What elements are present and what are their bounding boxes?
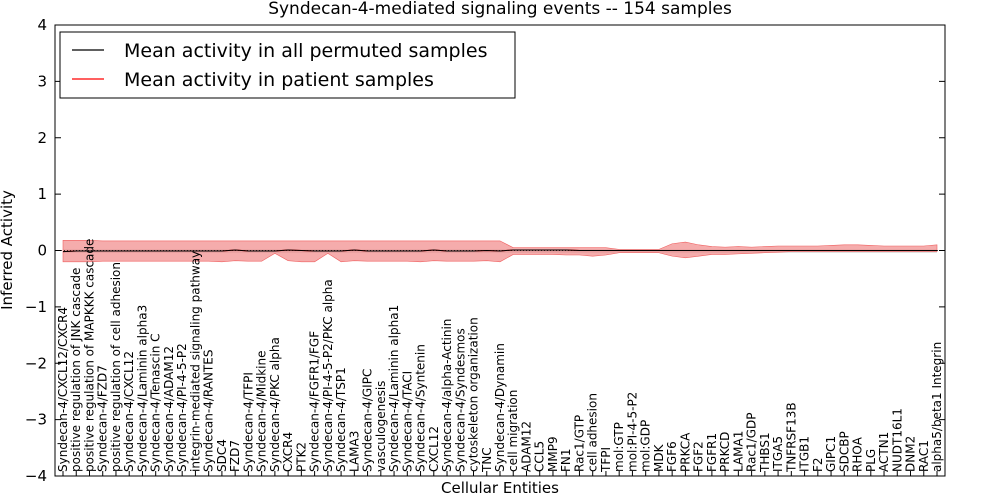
- x-tick-label: Syndecan-4/PKC alpha: [268, 337, 282, 472]
- x-tick-label: NUDT16L1: [890, 408, 904, 472]
- x-axis: Syndecan-4/CXCL12/CXCR4 positive regulati…: [56, 239, 944, 476]
- x-tick-label: vasculogenesis: [374, 381, 388, 472]
- x-tick-label: RAC1: [917, 440, 931, 472]
- y-tick-label: 4: [37, 16, 47, 34]
- x-tick-label: Syndecan-4/Midkine: [255, 351, 269, 472]
- x-tick-label: LAMA3: [347, 431, 361, 472]
- y-tick-label: −3: [25, 411, 47, 429]
- x-tick-label: Syndecan-4/Tenascin C: [149, 333, 163, 472]
- legend: Mean activity in all permuted samples Me…: [59, 31, 516, 99]
- x-tick-label: ITGB1: [798, 436, 812, 472]
- x-tick-label: MMP9: [546, 436, 560, 472]
- x-tick-label: PRKCA: [678, 432, 692, 472]
- x-tick-label: Syndecan-4/PI-4-5-P2: [175, 343, 189, 472]
- x-tick-label: Syndecan-4/Dynamin: [493, 343, 507, 472]
- x-tick-label: mol:GTP: [612, 422, 626, 472]
- x-tick-label: Syndecan-4/RANTES: [202, 350, 216, 472]
- x-tick-label: ITGA5: [771, 436, 785, 472]
- y-tick-label: −1: [25, 298, 47, 316]
- x-tick-label: Syndecan-4/Laminin alpha3: [135, 305, 149, 472]
- x-tick-label: CCL5: [533, 441, 547, 472]
- x-tick-label: FGF6: [665, 441, 679, 472]
- x-tick-label: DNM2: [904, 436, 918, 472]
- x-tick-label: cytoskeleton organization: [467, 317, 481, 472]
- y-tick-label: 0: [37, 242, 47, 260]
- x-tick-label: Syndecan-4/PI-4-5-P2/PKC alpha: [321, 279, 335, 472]
- y-axis: 4 3 2 1 0 −1 −2 −3 −4: [25, 16, 945, 485]
- x-tick-label: SDCBP: [837, 431, 851, 472]
- x-tick-label: PLG: [864, 449, 878, 472]
- x-tick-label: cell adhesion: [586, 393, 600, 472]
- x-tick-label: cell migration: [506, 390, 520, 472]
- x-tick-label: Syndecan-4/TFPI: [241, 372, 255, 472]
- x-tick-label: ADAM12: [519, 421, 533, 472]
- x-tick-label: Rac1/GTP: [572, 415, 586, 472]
- x-tick-label: FGFR1: [705, 433, 719, 472]
- x-tick-label: PRKCD: [718, 432, 732, 472]
- x-tick-label: Syndecan-4/CXCL12: [122, 351, 136, 472]
- x-tick-label: FGF2: [692, 441, 706, 472]
- legend-frame: [59, 31, 516, 99]
- x-tick-label: positive regulation of JNK cascade: [69, 268, 83, 472]
- x-tick-label: Syndecan-4/FGFR1/FGF: [308, 331, 322, 472]
- plot-area: [55, 240, 945, 263]
- x-tick-label: TFPI: [599, 447, 613, 473]
- y-tick-label: 3: [37, 72, 47, 90]
- x-tick-label: TNFRSF13B: [784, 402, 798, 473]
- x-tick-label: Syndecan-4/TSP1: [334, 367, 348, 472]
- x-tick-label: ACTN1: [877, 432, 891, 472]
- x-tick-label: FN1: [559, 448, 573, 472]
- x-tick-label: Syndecan-4/ADAM12: [162, 346, 176, 472]
- x-tick-label: Syndecan-4/CXCL12/CXCR4: [56, 307, 70, 472]
- y-tick-label: 1: [37, 185, 47, 203]
- x-tick-label: mol:PI-4-5-P2: [625, 392, 639, 472]
- x-tick-label: Syndecan-4/TACI: [400, 371, 414, 472]
- x-tick-label: TNC: [480, 447, 494, 473]
- chart-title: Syndecan-4-mediated signaling events -- …: [268, 0, 732, 19]
- x-tick-label: LAMA1: [731, 431, 745, 472]
- x-tick-label: GIPC1: [824, 436, 838, 472]
- x-tick-label: SDC4: [215, 439, 229, 472]
- y-tick-label: 2: [37, 129, 47, 147]
- x-tick-label: RHOA: [851, 436, 865, 472]
- x-tick-label: Rac1/GDP: [745, 413, 759, 472]
- x-tick-label: positive regulation of cell adhesion: [109, 262, 123, 472]
- x-tick-label: Syndecan-4/Laminin alpha1: [387, 305, 401, 472]
- x-tick-label: Syndecan-4/Syntenin: [414, 344, 428, 472]
- x-tick-label: positive regulation of MAPKKK cascade: [82, 239, 96, 472]
- series-line-permuted: [62, 249, 937, 253]
- x-tick-label: MDK: [652, 443, 666, 472]
- x-tick-label: alpha5/beta1 Integrin: [930, 342, 944, 472]
- x-tick-label: Syndecan-4/FZD7: [96, 365, 110, 472]
- legend-label-permuted: Mean activity in all permuted samples: [124, 40, 487, 62]
- legend-label-patient: Mean activity in patient samples: [124, 69, 434, 91]
- x-tick-label: F2: [811, 457, 825, 472]
- x-tick-label: Syndecan-4/alpha-Actinin: [440, 319, 454, 472]
- x-tick-label: integrin-mediated signaling pathway: [188, 251, 202, 472]
- x-tick-label: PTK2: [294, 442, 308, 472]
- x-tick-label: mol:GDP: [639, 420, 653, 472]
- x-tick-label: Syndecan-4/Syndesmos: [453, 328, 467, 472]
- x-axis-label: Cellular Entities: [441, 479, 559, 497]
- y-axis-label: Inferred Activity: [0, 190, 16, 310]
- x-tick-label: THBS1: [758, 432, 772, 473]
- x-tick-label: FZD7: [228, 440, 242, 472]
- y-tick-label: −2: [25, 354, 47, 372]
- x-tick-label: Syndecan-4/GIPC: [361, 369, 375, 472]
- x-tick-label: CXCR4: [281, 432, 295, 472]
- y-tick-label: −4: [25, 467, 47, 485]
- x-tick-label: CXCL12: [427, 426, 441, 472]
